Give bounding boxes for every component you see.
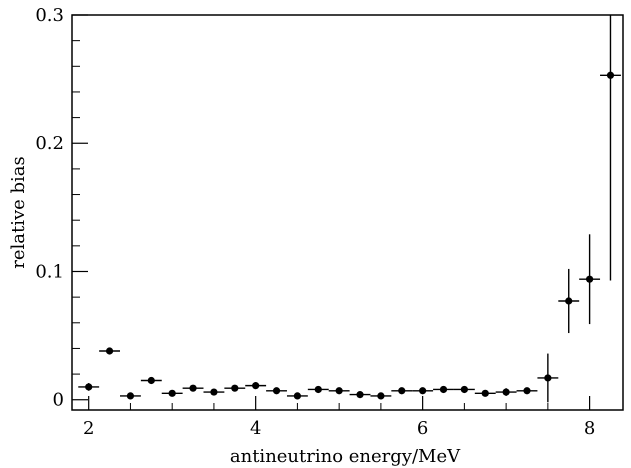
data-point (398, 387, 406, 395)
data-point-group (474, 389, 496, 397)
data-point-group (412, 387, 434, 395)
data-point (606, 71, 615, 79)
data-point (419, 387, 427, 395)
data-point (481, 389, 489, 397)
data-point-group (140, 376, 162, 385)
data-point-group (182, 384, 204, 392)
data-point-group (558, 268, 580, 334)
data-point (544, 374, 552, 382)
data-point (147, 376, 155, 385)
data-point (293, 392, 302, 400)
data-point-group (579, 234, 601, 325)
data-point-group (307, 385, 329, 394)
y-tick-label: 0.2 (35, 133, 64, 154)
data-point-group (516, 387, 538, 395)
data-point-group (203, 388, 225, 396)
data-point (272, 387, 281, 395)
data-point-group (495, 388, 517, 396)
data-point (168, 389, 176, 397)
data-point (460, 385, 468, 394)
data-point (252, 382, 260, 390)
y-axis-label: relative bias (8, 156, 29, 269)
y-tick-label: 0.3 (35, 5, 64, 26)
data-point (314, 385, 322, 394)
data-point-group (391, 387, 413, 395)
data-point-group (266, 387, 287, 395)
data-point-group (245, 382, 267, 390)
data-point-group (600, 15, 621, 281)
x-tick-label: 6 (417, 418, 428, 439)
axis-ticks: 2 4 6 8 0 0.1 0.2 0.3 (35, 5, 595, 439)
data-point-group (370, 392, 392, 400)
data-point-group (161, 389, 183, 397)
y-tick-label: 0 (53, 390, 64, 411)
data-point-group (537, 353, 559, 403)
plot-frame (71, 14, 624, 411)
data-point (586, 275, 594, 283)
data-point-group (349, 391, 371, 399)
plot-area (78, 15, 621, 403)
x-tick-label: 2 (83, 418, 94, 439)
data-point-group (328, 387, 350, 395)
data-point (189, 384, 197, 392)
data-point (377, 392, 385, 400)
data-point (231, 384, 239, 392)
x-tick-label: 8 (584, 418, 595, 439)
data-point (439, 385, 448, 394)
data-point-group (224, 384, 246, 392)
data-point-group (99, 347, 121, 355)
data-point (356, 391, 364, 399)
data-point (335, 387, 343, 395)
data-point (565, 297, 573, 305)
y-tick-label: 0.1 (35, 261, 64, 282)
data-point-group (120, 392, 141, 400)
x-axis-label: antineutrino energy/MeV (230, 446, 461, 467)
data-point-group (453, 385, 475, 394)
data-point (523, 387, 531, 395)
data-point (105, 347, 114, 355)
x-tick-label: 4 (250, 418, 261, 439)
data-point-group (78, 383, 100, 391)
data-point (126, 392, 135, 400)
data-point-group (286, 392, 308, 400)
data-point-group (433, 385, 454, 394)
data-point (85, 383, 93, 391)
data-point (210, 388, 218, 396)
data-point (502, 388, 510, 396)
